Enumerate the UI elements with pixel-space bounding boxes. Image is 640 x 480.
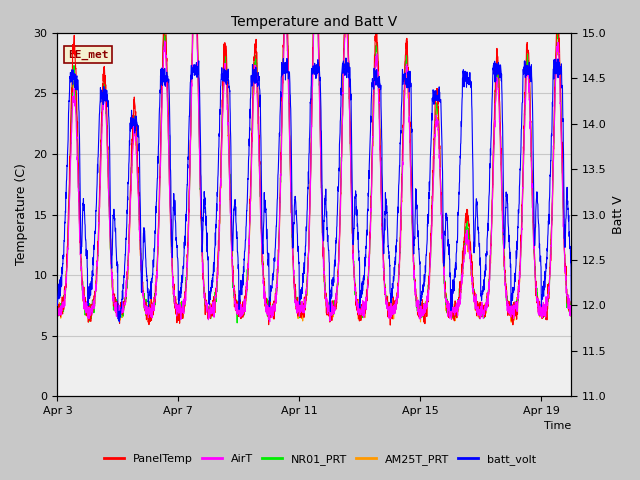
Title: Temperature and Batt V: Temperature and Batt V bbox=[231, 15, 397, 29]
X-axis label: Time: Time bbox=[544, 421, 572, 432]
Y-axis label: Batt V: Batt V bbox=[612, 195, 625, 234]
Text: EE_met: EE_met bbox=[68, 49, 108, 60]
Legend: PanelTemp, AirT, NR01_PRT, AM25T_PRT, batt_volt: PanelTemp, AirT, NR01_PRT, AM25T_PRT, ba… bbox=[100, 450, 540, 469]
Y-axis label: Temperature (C): Temperature (C) bbox=[15, 164, 28, 265]
